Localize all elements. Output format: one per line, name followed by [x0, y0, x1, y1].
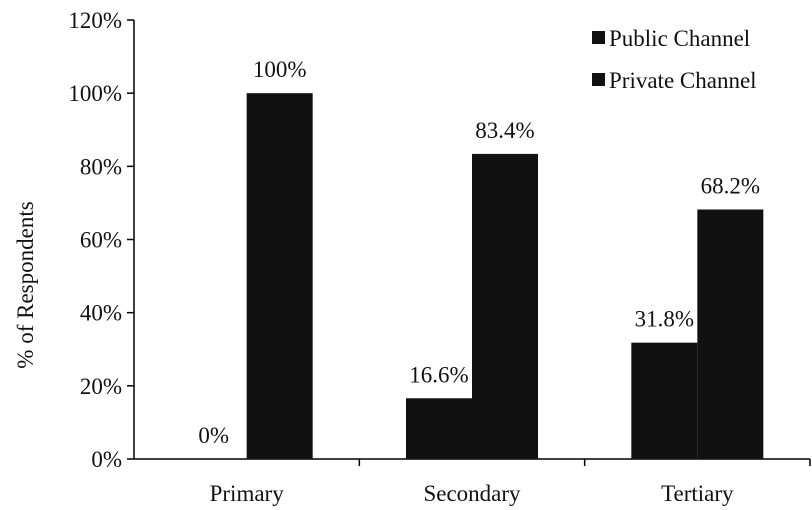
- y-tick-label: 100%: [68, 81, 122, 106]
- x-category-label: Tertiary: [661, 481, 734, 506]
- bars: [246, 93, 764, 460]
- y-tick-label: 120%: [68, 8, 122, 33]
- x-category-label: Secondary: [423, 481, 521, 506]
- legend-swatch: [592, 73, 605, 86]
- data-label: 31.8%: [635, 307, 694, 332]
- legend-swatch: [592, 31, 605, 44]
- data-labels: 0% 100% 16.6% 83.4% 31.8% 68.2%: [198, 57, 760, 448]
- data-label: 100%: [253, 57, 307, 82]
- legend-label: Private Channel: [609, 68, 757, 93]
- y-axis: 0% 20% 40% 60% 80% 100% 120%: [68, 8, 135, 472]
- data-label: 0%: [198, 423, 229, 448]
- data-label: 68.2%: [701, 174, 760, 199]
- x-category-label: Primary: [210, 481, 285, 506]
- bar: [472, 153, 538, 459]
- y-tick-label: 80%: [80, 154, 122, 179]
- y-tick-label: 20%: [80, 374, 122, 399]
- data-label: 83.4%: [475, 118, 534, 143]
- y-tick-label: 40%: [80, 301, 122, 326]
- y-tick-label: 0%: [91, 447, 122, 472]
- x-axis: Primary Secondary Tertiary: [134, 458, 811, 506]
- data-label: 16.6%: [409, 362, 468, 387]
- legend-label: Public Channel: [609, 26, 750, 51]
- y-axis-title: % of Respondents: [13, 201, 38, 368]
- bar: [246, 93, 313, 460]
- bar: [631, 342, 698, 459]
- y-tick-label: 60%: [80, 228, 122, 253]
- bar: [406, 398, 472, 459]
- legend: Public Channel Private Channel: [592, 26, 757, 93]
- bar: [697, 209, 764, 459]
